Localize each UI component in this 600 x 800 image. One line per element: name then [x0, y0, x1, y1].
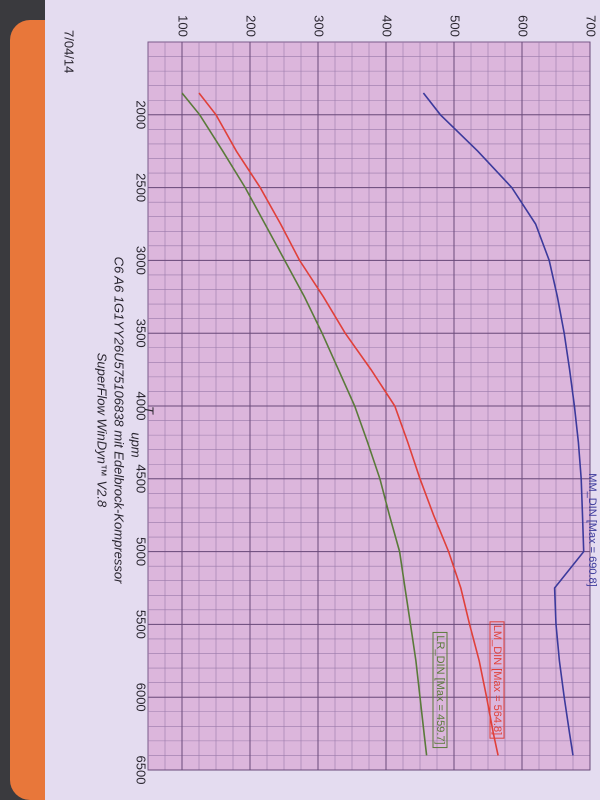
series-line	[422, 92, 585, 756]
x-tick-label: 3500	[134, 319, 149, 348]
chart-title: C6 A6 1G1YY26U575106838 mit Edelbrock-Ko…	[112, 257, 127, 585]
y-tick-label: 600	[516, 15, 531, 37]
x-tick-label: 4500	[134, 464, 149, 493]
label-box	[489, 621, 505, 739]
y-tick-label: 400	[380, 15, 395, 37]
x-tick-label: 2500	[134, 173, 149, 202]
date: 7/04/14	[62, 30, 77, 73]
x-tick-label: 5000	[134, 537, 149, 566]
y-tick-label: 300	[312, 15, 327, 37]
y-tick-label: 500	[448, 15, 463, 37]
x-symbol: T	[142, 406, 157, 415]
x-axis-label: upm	[129, 432, 144, 457]
y-tick-label: 100	[176, 15, 191, 37]
x-tick-label: 3000	[134, 246, 149, 275]
x-tick-label: 6500	[134, 756, 149, 785]
x-tick-label: 2000	[134, 100, 149, 129]
x-tick-label: 6000	[134, 683, 149, 712]
y-tick-label: 200	[244, 15, 259, 37]
x-tick-label: 5500	[134, 610, 149, 639]
y-tick-label: 700	[584, 15, 599, 37]
series-label: LR_DIN [Max = 459.7]	[434, 635, 446, 744]
x-tick-label: 4000	[134, 392, 149, 421]
chart-subtitle: SuperFlow WinDyn™ V2.8	[95, 353, 110, 508]
series-line	[198, 92, 499, 756]
series-label: LM_DIN [Max = 564.8]	[491, 625, 503, 735]
series-label: MM_DIN [Max = 690.8]	[586, 473, 598, 586]
plot-area	[147, 41, 591, 771]
label-box	[432, 631, 448, 749]
series-line	[181, 92, 428, 756]
